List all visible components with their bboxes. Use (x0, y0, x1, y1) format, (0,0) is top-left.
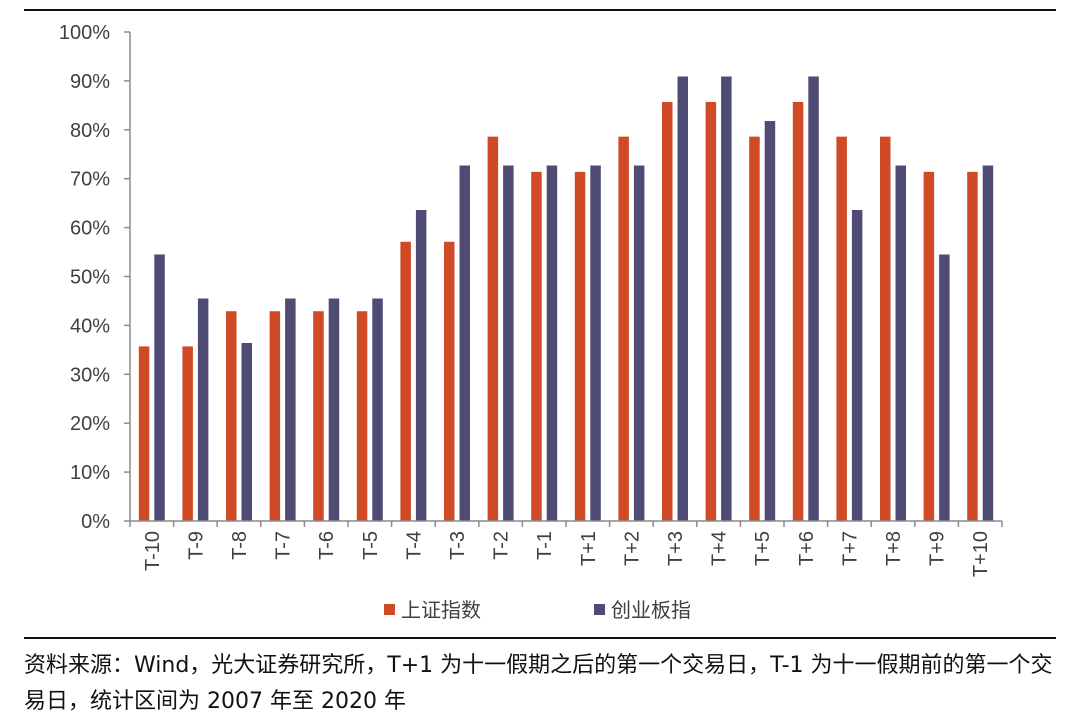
bar-chinext-T+5 (764, 121, 776, 521)
x-tick-label: T-6 (316, 531, 338, 560)
bar-chinext-T-3 (459, 165, 470, 521)
bar-sse-T-10 (138, 346, 150, 521)
x-tick-label: T+6 (796, 531, 818, 566)
x-tick-label: T+5 (752, 531, 774, 566)
x-tick-label: T+7 (839, 531, 861, 566)
x-tick-label: T+3 (665, 531, 687, 566)
x-tick-label: T-4 (403, 531, 425, 560)
x-tick-label: T+8 (883, 531, 905, 566)
bar-chinext-T+8 (895, 165, 906, 521)
x-tick-label: T-3 (447, 531, 469, 560)
bar-sse-T+5 (749, 136, 760, 521)
bar-chinext-T-1 (546, 165, 558, 521)
y-tick-label: 50% (70, 267, 110, 289)
bar-sse-T-4 (400, 241, 411, 521)
bar-sse-T+7 (836, 136, 847, 521)
x-tick-label: T+9 (927, 531, 949, 566)
legend-label: 上证指数 (401, 598, 481, 622)
bar-sse-T-3 (444, 241, 455, 521)
bar-sse-T+6 (792, 101, 804, 522)
bar-sse-T-6 (313, 311, 324, 521)
bars (138, 76, 994, 522)
x-tick-label: T+2 (621, 531, 643, 566)
x-tick-label: T-10 (142, 531, 164, 571)
x-tick-label: T+1 (578, 531, 600, 566)
y-tick-label: 40% (70, 315, 110, 337)
y-tick-label: 30% (70, 364, 110, 386)
x-tick-label: T-7 (273, 531, 295, 560)
legend-swatch (594, 604, 605, 615)
bar-chinext-T-7 (285, 298, 296, 521)
bar-chinext-T-2 (503, 165, 514, 521)
bar-sse-T-8 (226, 311, 237, 521)
bar-chinext-T+4 (721, 76, 732, 521)
x-tick-label: T-2 (491, 531, 513, 560)
bar-sse-T+3 (662, 101, 673, 522)
bar-sse-T-1 (531, 171, 542, 521)
bar-sse-T+1 (574, 171, 586, 521)
bar-sse-T+4 (705, 101, 717, 522)
bar-chinext-T+1 (590, 165, 601, 521)
bar-sse-T+10 (967, 171, 978, 521)
bar-chinext-T+10 (982, 165, 994, 521)
y-tick-label: 0% (81, 511, 110, 533)
x-axis: T-10 T-9 T-8 T-7 T-6 T-5 T-4 T-3 T-2 T-1 T+1 T+2 T+3… (129, 520, 1003, 577)
x-tick-label: T-8 (229, 531, 251, 560)
bar-sse-T+2 (618, 136, 629, 521)
bar-chinext-T-10 (154, 254, 165, 521)
y-tick-label: 10% (70, 462, 110, 484)
bar-chinext-T+6 (808, 76, 819, 521)
y-tick-label: 80% (70, 120, 110, 142)
bar-chinext-T+9 (939, 254, 950, 521)
bar-chinext-T+3 (677, 76, 688, 521)
bar-chinext-T+7 (851, 210, 863, 521)
x-tick-label: T-1 (534, 531, 556, 560)
bar-chinext-T-5 (372, 298, 383, 521)
bar-sse-T+8 (880, 136, 891, 521)
bar-chinext-T-9 (197, 298, 209, 521)
legend: 上证指数 创业板指 (384, 598, 691, 622)
x-tick-label: T+4 (709, 531, 731, 566)
bar-chinext-T-6 (328, 298, 340, 521)
y-tick-label: 90% (70, 71, 110, 93)
bar-sse-T-7 (269, 311, 281, 521)
y-tick-label: 100% (59, 22, 110, 44)
x-tick-label: T-9 (185, 531, 207, 560)
bar-sse-T+9 (923, 171, 935, 521)
bar-chinext-T-4 (415, 210, 427, 521)
y-tick-label: 60% (70, 218, 110, 240)
bar-chinext-T-8 (241, 343, 252, 521)
x-tick-label: T-5 (360, 531, 382, 560)
bar-sse-T-5 (356, 311, 368, 521)
source-note: 资料来源：Wind，光大证券研究所，T+1 为十一假期之后的第一个交易日，T-1… (24, 653, 1053, 714)
bar-chinext-T+2 (633, 165, 645, 521)
bar-sse-T-2 (487, 136, 499, 521)
y-axis: 0% 10% 20% 30% 40% 50% 60% 70% 80% 90% 100% (59, 22, 131, 533)
bar-sse-T-9 (182, 346, 193, 521)
legend-label: 创业板指 (611, 598, 691, 622)
y-tick-label: 20% (70, 413, 110, 435)
x-tick-label: T+10 (970, 531, 992, 577)
y-tick-label: 70% (70, 169, 110, 191)
legend-swatch (384, 604, 395, 615)
